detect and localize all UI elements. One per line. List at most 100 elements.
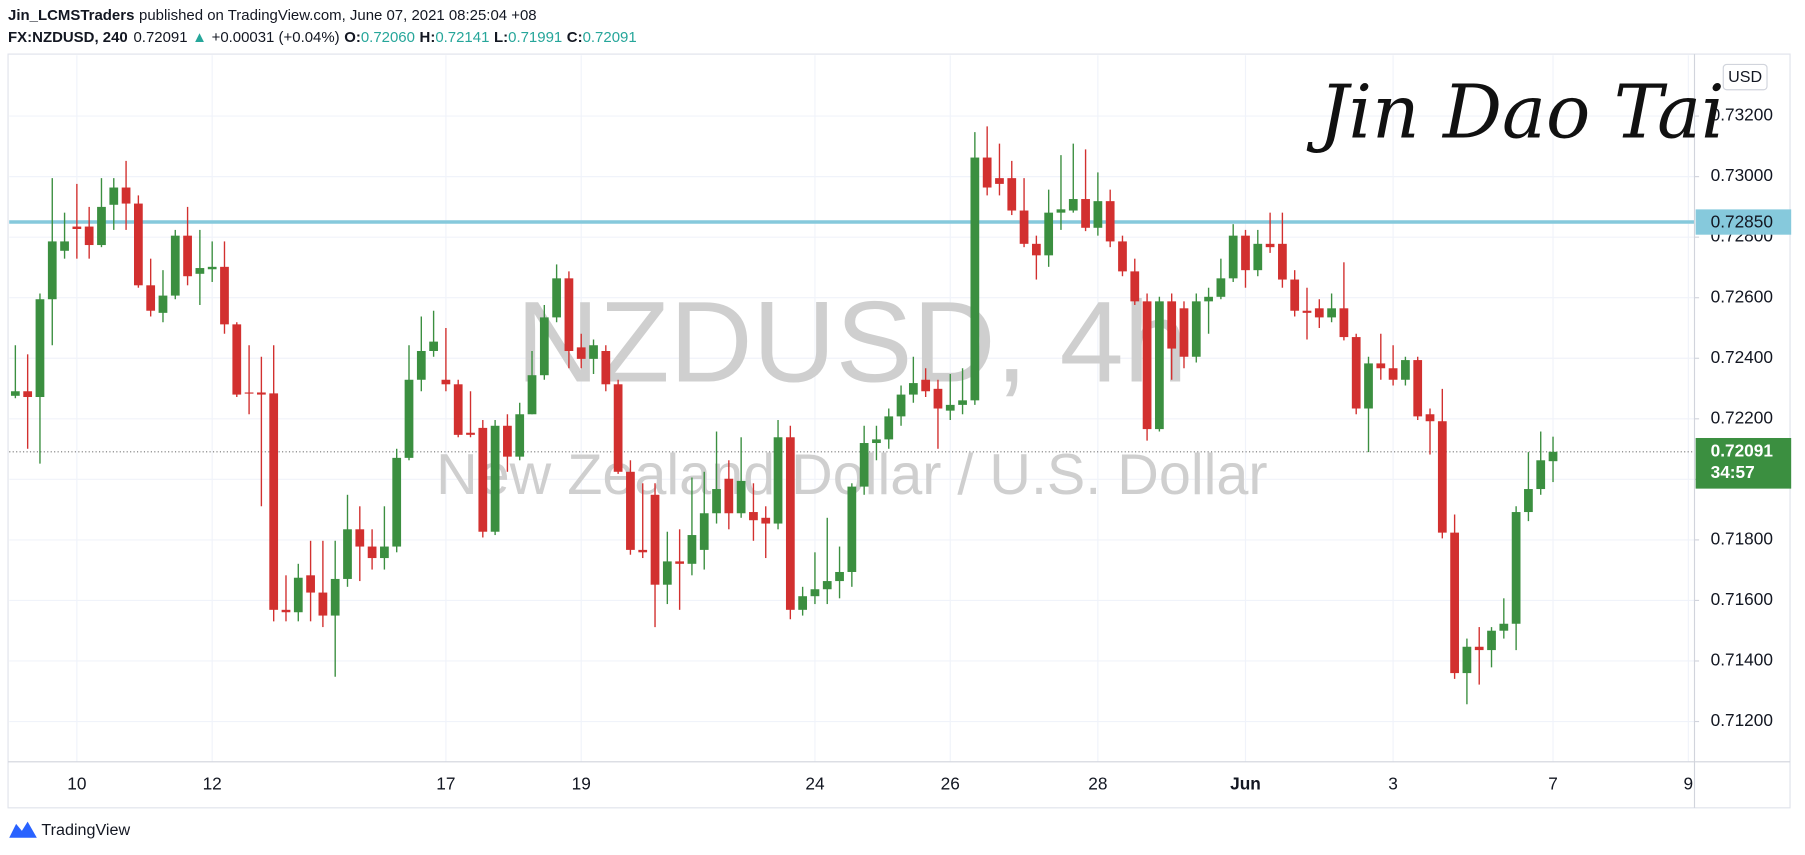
symbol: FX:NZDUSD, 240 [8,29,128,46]
y-tick-label: 0.71600 [1711,589,1773,609]
candle-body [404,379,414,458]
candle-body [785,437,795,610]
candle-body [872,439,881,444]
y-tick-label: 0.71800 [1711,528,1773,548]
candle-body [84,226,94,246]
candle-body [1204,296,1213,302]
x-tick-label: 9 [1684,773,1694,793]
candle-body [1142,301,1152,430]
candle-body [1388,368,1398,380]
candle-body [859,443,869,487]
x-tick-label: 19 [572,773,591,793]
candle-body [441,379,451,385]
candle-body [638,549,648,553]
y-tick-label: 0.71200 [1711,710,1773,730]
candle-body [835,571,844,582]
candle-body [380,546,389,559]
candle-body [1253,243,1263,271]
candle-body [970,157,980,401]
candle-body [1241,235,1250,271]
candle-body [810,589,820,597]
candle-body [232,324,242,395]
candle-body [133,203,143,286]
x-tick-label: 17 [436,773,455,793]
candle-body [306,575,315,593]
currency-button[interactable] [1722,63,1768,91]
level-tag [1695,209,1792,235]
y-tick-label: 0.72600 [1711,286,1773,306]
x-tick-label: Jun [1230,773,1261,793]
candle-body [318,592,328,616]
candle-body [1376,363,1386,369]
candle-body [515,414,525,457]
publisher: Jin_LCMSTraders [8,7,134,24]
change-arrow: ▲ [192,29,207,46]
candle-body [207,266,217,270]
chart-frame [7,53,1791,809]
candle-body [552,278,561,318]
x-tick-label: 10 [67,773,86,793]
candle-body [1216,278,1226,297]
candle-body [35,299,45,398]
candle-body [736,480,746,514]
signature: Jin Dao Tai [1306,71,1725,156]
level-tag-label: 0.72850 [1711,212,1773,232]
candle-body [1314,308,1324,318]
candle-body [908,383,918,395]
candle-body [687,535,697,564]
brand-name[interactable]: TradingView [41,821,130,839]
candle-body [1536,460,1546,490]
candle-body [1228,235,1238,279]
countdown-label: 34:57 [1711,462,1755,482]
open-label: O: [344,29,361,46]
candle-body [1105,201,1115,242]
candle-body [1068,199,1078,211]
candle-body [47,241,57,300]
candle-body [466,432,475,435]
candle-body [1265,243,1275,248]
candle-body [761,517,771,524]
candle-body [1191,301,1201,357]
high-label: H: [420,29,436,46]
candle-body [1290,279,1300,311]
candle-body [773,437,783,524]
candle-body [1118,241,1127,272]
candle-body [453,384,463,435]
x-tick-label: 28 [1088,773,1107,793]
currency-label[interactable]: USD [1728,68,1762,86]
candle-body [958,400,967,405]
candle-body [367,546,377,559]
candle-body [97,206,106,246]
candle-body [662,561,672,585]
candle-body [995,178,1004,184]
symbol-line: FX:NZDUSD, 240 0.72091 ▲ +0.00031 (+0.04%) O… [8,29,637,46]
candle-body [121,187,131,204]
candle-body [1302,310,1312,313]
published-info: published on TradingView.com, June 07, 2… [139,7,537,24]
candle-body [1425,414,1435,422]
candle-body [158,295,168,313]
candle-body [269,393,279,610]
candle-body [1413,360,1423,417]
candle-body [527,375,537,415]
candle-body [699,513,709,550]
candle-body [490,425,500,532]
open-value: 0.72060 [361,29,415,46]
candle-body [281,609,291,613]
candle-body [392,457,402,547]
y-tick-label: 0.73000 [1711,165,1773,185]
grid-layer [9,55,1695,762]
candle-body [650,494,660,585]
candle-body [1179,308,1189,357]
change: +0.00031 (+0.04%) [212,29,340,46]
candle-body [1081,199,1090,228]
brand-logo[interactable] [9,821,37,838]
x-tick-label: 3 [1388,773,1398,793]
candle-body [724,478,734,514]
last-price: 0.72091 [133,29,187,46]
candle-body [355,529,365,547]
candle-body [257,392,266,395]
x-tick-label: 26 [941,773,960,793]
y-tick-label: 0.72400 [1711,347,1773,367]
